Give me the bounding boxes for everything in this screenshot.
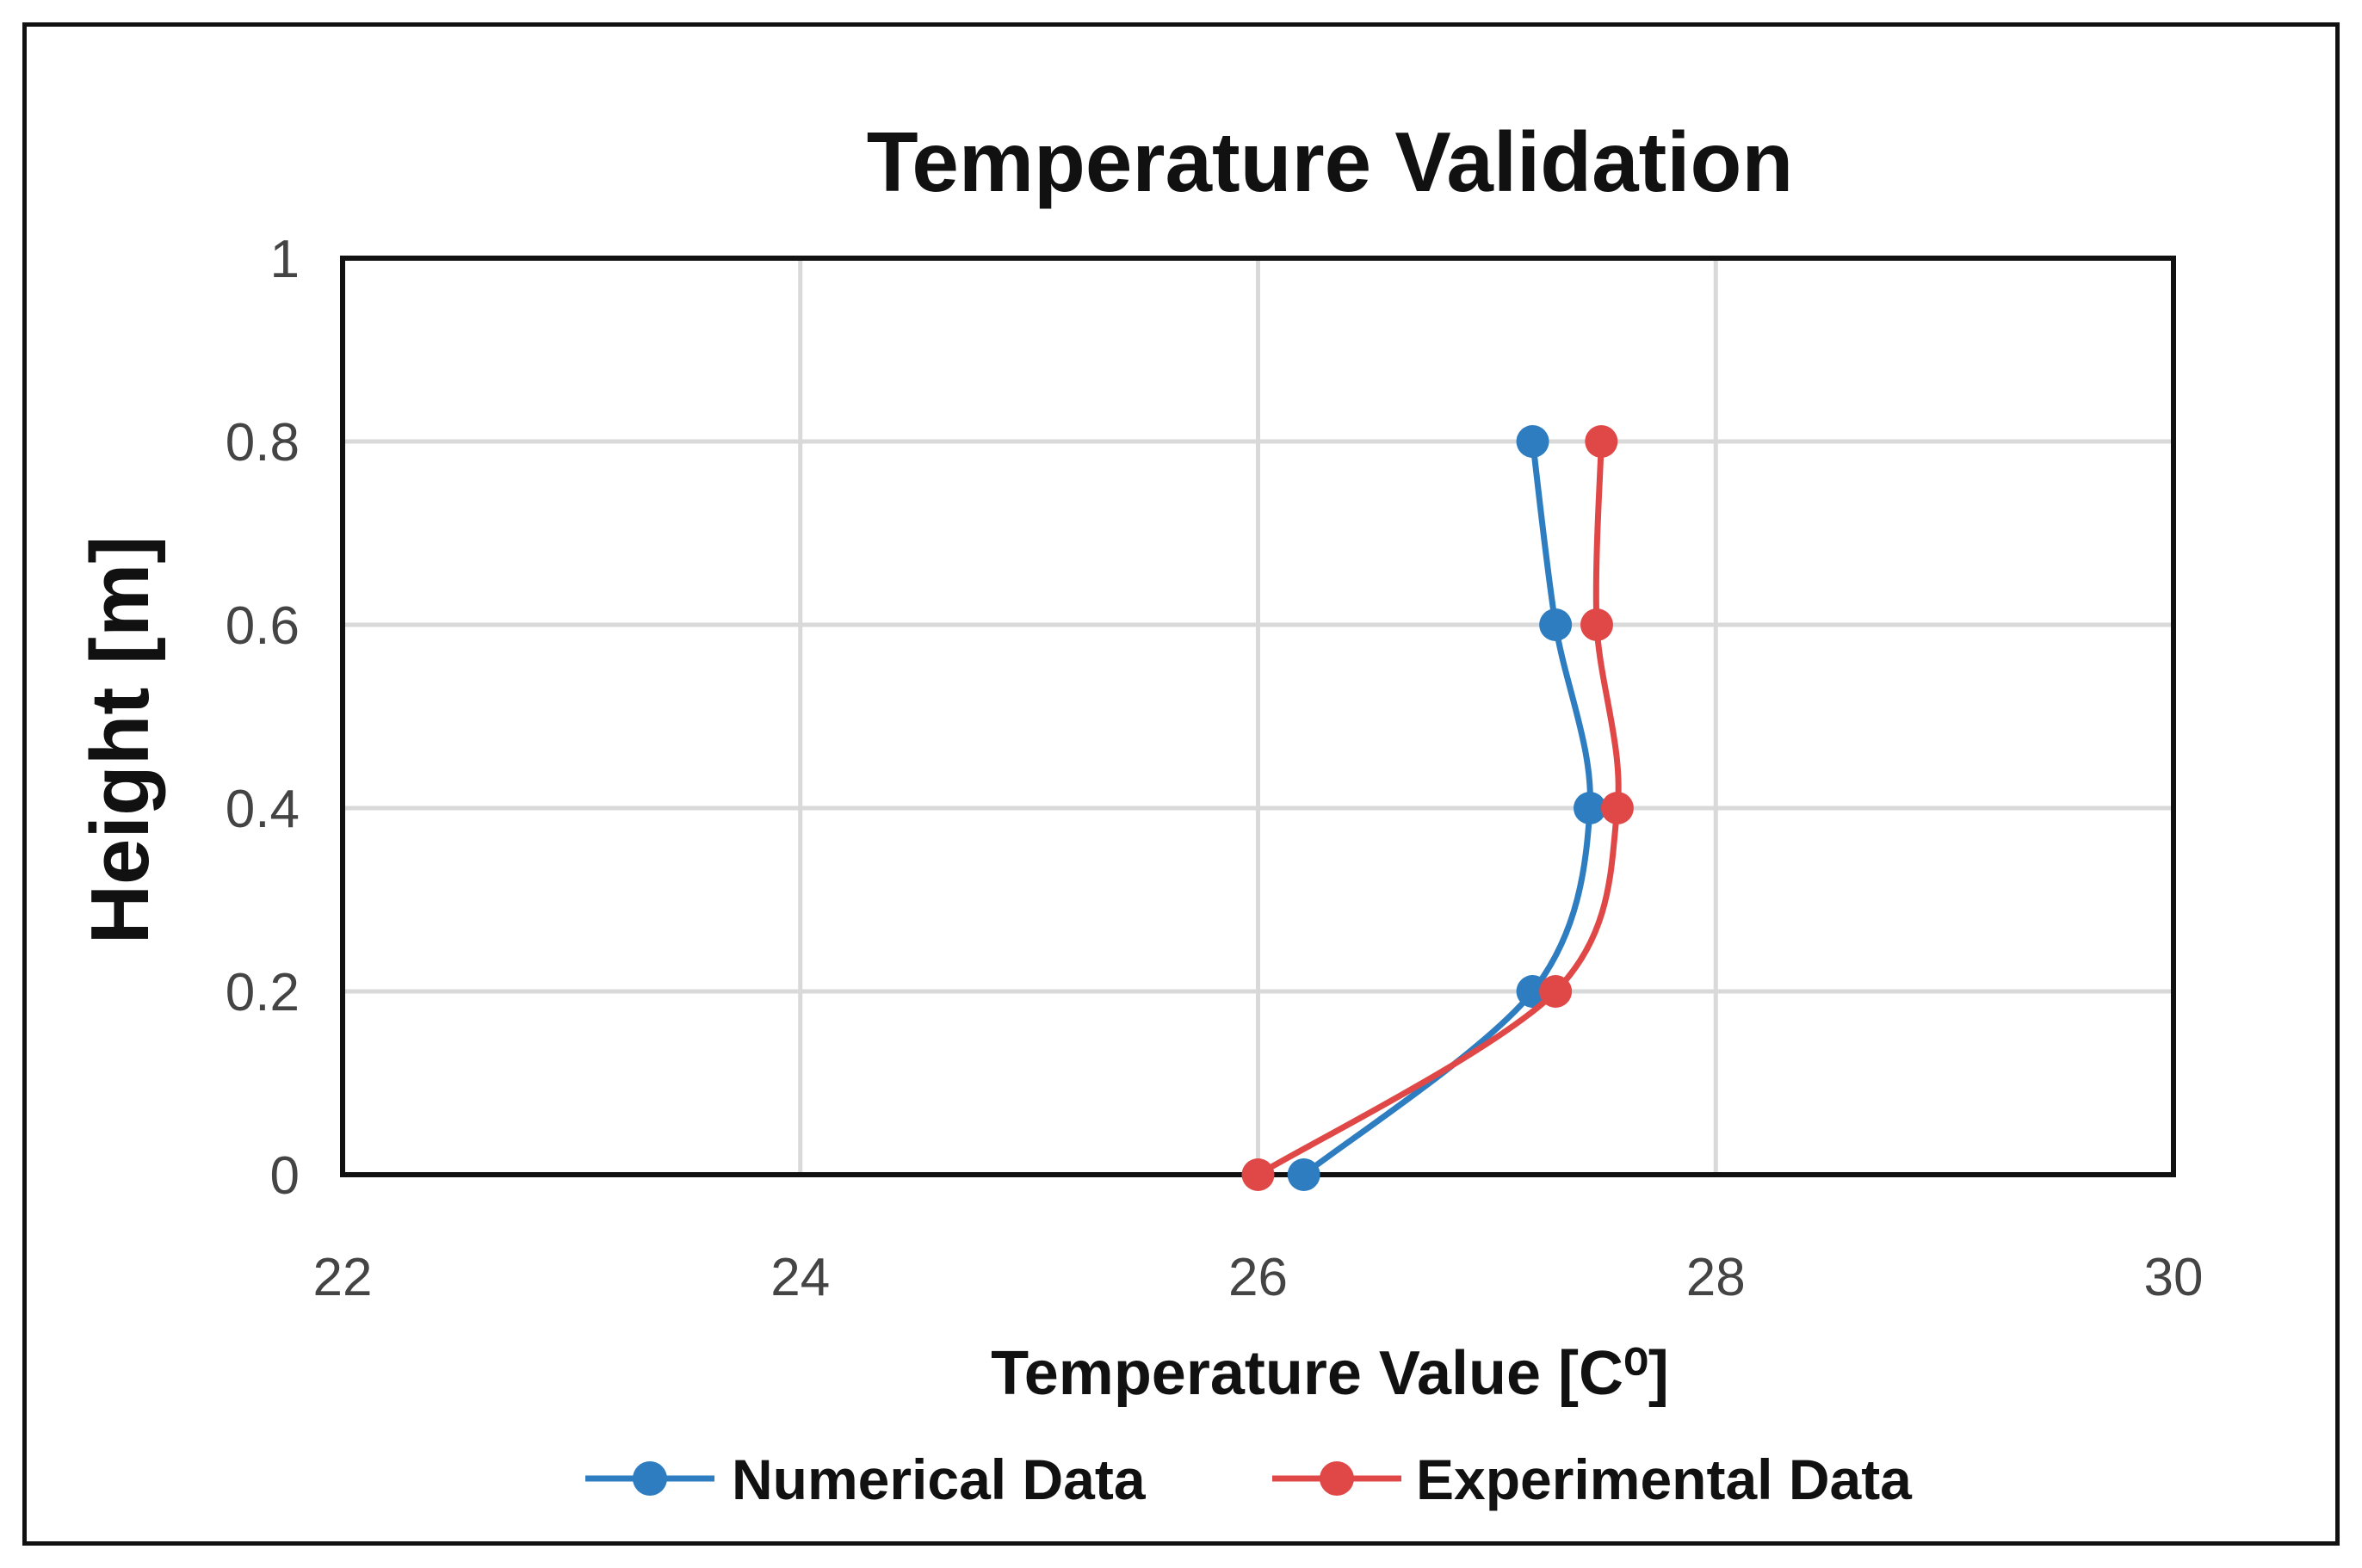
data-point [1580, 608, 1613, 641]
legend-label: Experimental Data [1416, 1448, 1913, 1511]
y-tick-label: 0 [270, 1146, 300, 1206]
gridlines [340, 256, 2176, 1177]
data-point [1539, 608, 1573, 641]
legend-label: Numerical Data [732, 1448, 1147, 1511]
x-tick-label: 28 [1686, 1248, 1746, 1307]
data-point [1574, 792, 1607, 824]
series-line [1256, 441, 1622, 1177]
x-tick-label: 26 [1228, 1248, 1288, 1307]
y-tick-label: 0.8 [226, 413, 300, 472]
y-axis-ticks: 0 0.2 0.4 0.6 0.8 1 [226, 230, 300, 1206]
series-layer [1241, 425, 1634, 1191]
y-tick-label: 1 [270, 230, 300, 289]
series-experimental [1241, 425, 1634, 1191]
x-tick-label: 24 [770, 1248, 830, 1307]
legend: Numerical Data Experimental Data [585, 1448, 1913, 1511]
legend-marker [633, 1461, 667, 1496]
chart-frame [22, 22, 2340, 1546]
legend-item: Experimental Data [1272, 1448, 1913, 1511]
x-axis-ticks: 22 24 26 28 30 [313, 1248, 2204, 1307]
data-point [1585, 425, 1618, 458]
legend-marker [1320, 1461, 1354, 1496]
y-axis-title: Height [m] [74, 536, 166, 945]
y-tick-label: 0.2 [226, 963, 300, 1022]
y-tick-label: 0.4 [226, 780, 300, 839]
x-tick-label: 22 [313, 1248, 373, 1307]
data-point [1516, 425, 1549, 458]
legend-item: Numerical Data [585, 1448, 1147, 1511]
data-point [1241, 1158, 1275, 1191]
y-tick-label: 0.6 [226, 596, 300, 656]
x-tick-label: 30 [2144, 1248, 2204, 1307]
data-point [1516, 975, 1549, 1008]
data-point [1600, 792, 1634, 824]
chart-title: Temperature Validation [867, 114, 1793, 209]
data-point [1539, 975, 1573, 1008]
data-point [1287, 1158, 1320, 1191]
x-axis-title: Temperature Value [C⁰] [991, 1339, 1669, 1408]
